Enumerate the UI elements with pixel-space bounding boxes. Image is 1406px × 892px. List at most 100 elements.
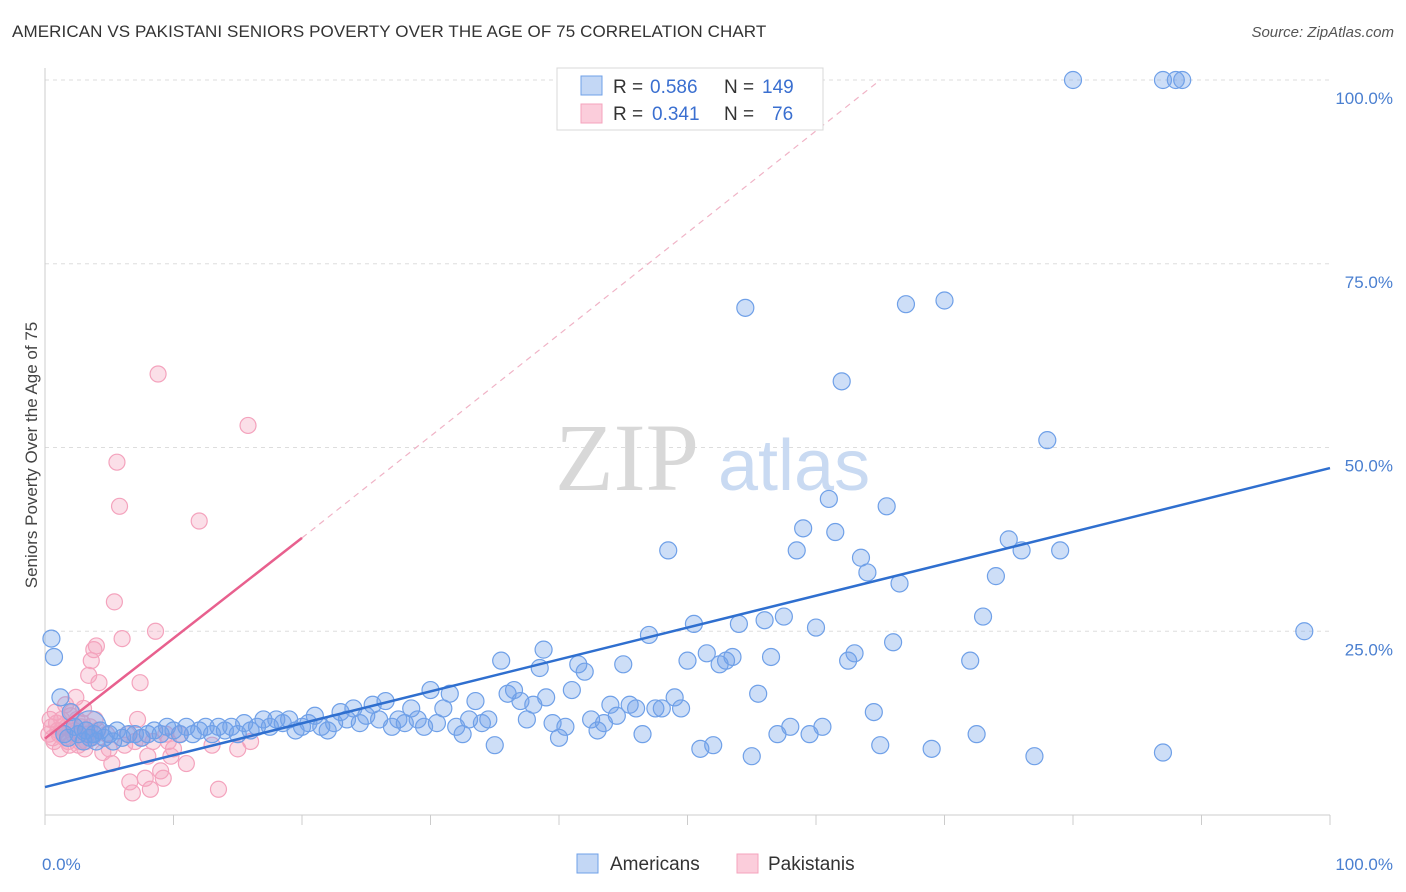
pakistanis-point-63 xyxy=(154,769,172,787)
americans-point-124 xyxy=(787,541,806,560)
americans-point-143 xyxy=(935,291,954,310)
americans-point-127 xyxy=(806,618,826,637)
americans-point-156 xyxy=(1153,70,1173,90)
pakistanis-point-73 xyxy=(229,740,247,758)
americans-point-129 xyxy=(819,489,838,509)
bottom-legend-americans: Americans xyxy=(610,854,700,875)
americans-point-115 xyxy=(729,614,749,634)
americans-point-132 xyxy=(839,651,858,670)
americans-point-103 xyxy=(652,699,671,718)
americans-point-73 xyxy=(466,691,485,711)
legend-r-value-2: 0.341 xyxy=(652,104,700,125)
legend-r-label-1: R = xyxy=(613,77,643,98)
americans-point-105 xyxy=(665,688,684,707)
americans-point-31 xyxy=(196,717,215,736)
americans-point-1 xyxy=(44,647,64,667)
pakistanis-point-60 xyxy=(146,622,165,640)
pakistanis-point-61 xyxy=(149,365,167,383)
americans-point-69 xyxy=(440,684,459,703)
y-tick-label-3: 100.0% xyxy=(1335,89,1393,108)
americans-point-137 xyxy=(871,736,890,755)
y-tick-label-0: 25.0% xyxy=(1345,640,1393,659)
americans-point-141 xyxy=(896,295,916,314)
y-axis-label: Seniors Poverty Over the Age of 75 xyxy=(22,322,41,588)
americans-point-99 xyxy=(626,699,646,718)
americans-point-145 xyxy=(967,725,986,744)
legend-n-value-2: 76 xyxy=(772,104,793,125)
americans-point-151 xyxy=(1038,431,1057,450)
americans-trendline xyxy=(44,466,1331,789)
pakistanis-point-39 xyxy=(90,674,108,692)
americans-point-79 xyxy=(504,680,524,700)
grid xyxy=(45,79,1330,632)
pakistanis-point-46 xyxy=(110,497,129,515)
americans-point-77 xyxy=(492,651,511,670)
pakistanis-trendline xyxy=(44,536,303,740)
axes xyxy=(44,68,1331,825)
pakistanis-point-54 xyxy=(131,674,149,692)
americans-point-104 xyxy=(659,541,678,560)
bottom-legend-pakistanis: Pakistanis xyxy=(768,854,855,875)
americans-point-88 xyxy=(556,717,575,736)
bottom-legend: Americans Pakistanis xyxy=(576,853,855,875)
americans-point-133 xyxy=(845,644,864,663)
americans-point-130 xyxy=(826,522,845,542)
bottom-legend-swatch-pakistanis xyxy=(736,853,759,874)
americans-point-large xyxy=(73,710,107,744)
americans-point-147 xyxy=(986,567,1006,586)
pakistanis-point-56 xyxy=(136,769,154,787)
americans-point-95 xyxy=(601,695,620,714)
americans-point-96 xyxy=(607,706,626,725)
pakistanis-point-48 xyxy=(116,736,134,754)
americans-point-93 xyxy=(588,721,607,740)
americans-point-111 xyxy=(704,736,723,755)
americans-point-91 xyxy=(575,662,594,681)
legend-n-value-1: 149 xyxy=(762,77,794,98)
legend-swatch-americans xyxy=(580,75,603,96)
americans-point-75 xyxy=(479,710,498,729)
americans-point-110 xyxy=(697,644,716,663)
americans-point-107 xyxy=(678,651,697,670)
americans-point-135 xyxy=(858,563,877,582)
americans-point-97 xyxy=(614,655,633,674)
americans-point-76 xyxy=(485,736,504,755)
y-tick-label-1: 50.0% xyxy=(1345,457,1393,476)
pakistanis-point-38 xyxy=(87,637,106,655)
americans-point-125 xyxy=(794,519,813,538)
americans-point-114 xyxy=(723,647,742,667)
x-tick-label-1: 100.0% xyxy=(1335,855,1393,874)
watermark-atlas: atlas xyxy=(718,426,870,506)
americans-points xyxy=(42,70,1314,766)
americans-point-63 xyxy=(402,699,421,718)
americans-point-155 xyxy=(1063,70,1083,90)
legend-r-label-2: R = xyxy=(613,104,643,125)
americans-point-131 xyxy=(832,372,851,391)
americans-point-158 xyxy=(1173,70,1192,90)
watermark-zip: ZIP xyxy=(555,404,699,511)
bottom-legend-swatch-americans xyxy=(576,853,599,874)
legend-r-value-1: 0.586 xyxy=(650,77,698,98)
americans-point-100 xyxy=(633,725,652,744)
americans-point-146 xyxy=(973,607,993,626)
legend-n-label-1: N = xyxy=(724,77,754,98)
americans-point-117 xyxy=(742,747,761,766)
pakistanis-point-47 xyxy=(113,629,131,648)
pakistanis-point-75 xyxy=(239,416,257,435)
americans-point-139 xyxy=(883,633,903,652)
americans-point-138 xyxy=(877,497,896,516)
americans-point-123 xyxy=(781,717,800,736)
pakistanis-point-67 xyxy=(164,740,183,758)
americans-point-118 xyxy=(749,684,768,703)
pakistanis-point-51 xyxy=(123,784,141,802)
pakistanis-point-44 xyxy=(105,593,123,611)
watermark: ZIP atlas xyxy=(555,404,870,511)
americans-point-50 xyxy=(318,721,337,740)
americans-point-153 xyxy=(1153,743,1173,762)
americans-point-136 xyxy=(864,702,883,722)
americans-point-154 xyxy=(1295,622,1314,641)
americans-point-122 xyxy=(774,607,793,626)
americans-point-85 xyxy=(537,688,556,707)
pakistanis-point-69 xyxy=(177,754,195,773)
americans-point-119 xyxy=(755,611,774,630)
americans-point-102 xyxy=(646,699,665,718)
